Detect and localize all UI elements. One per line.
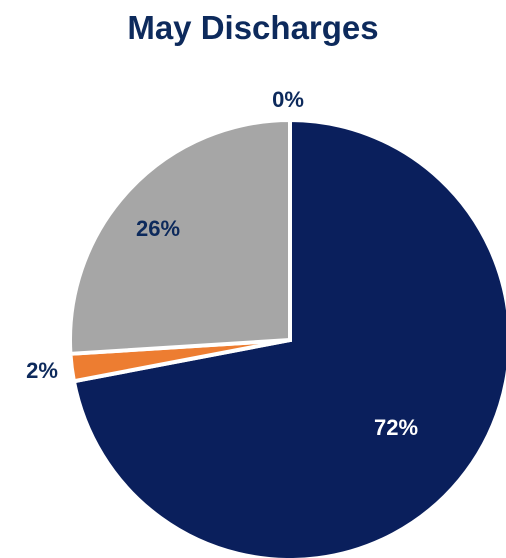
chart-title: May Discharges xyxy=(127,9,379,46)
data-label-26pct: 26% xyxy=(136,216,180,241)
data-label-72pct: 72% xyxy=(374,415,418,440)
pie-slice-72pct xyxy=(71,117,506,558)
pie-slice-26pct xyxy=(68,117,292,356)
data-label-0pct: 0% xyxy=(272,87,304,112)
data-label-2pct: 2% xyxy=(26,358,58,383)
